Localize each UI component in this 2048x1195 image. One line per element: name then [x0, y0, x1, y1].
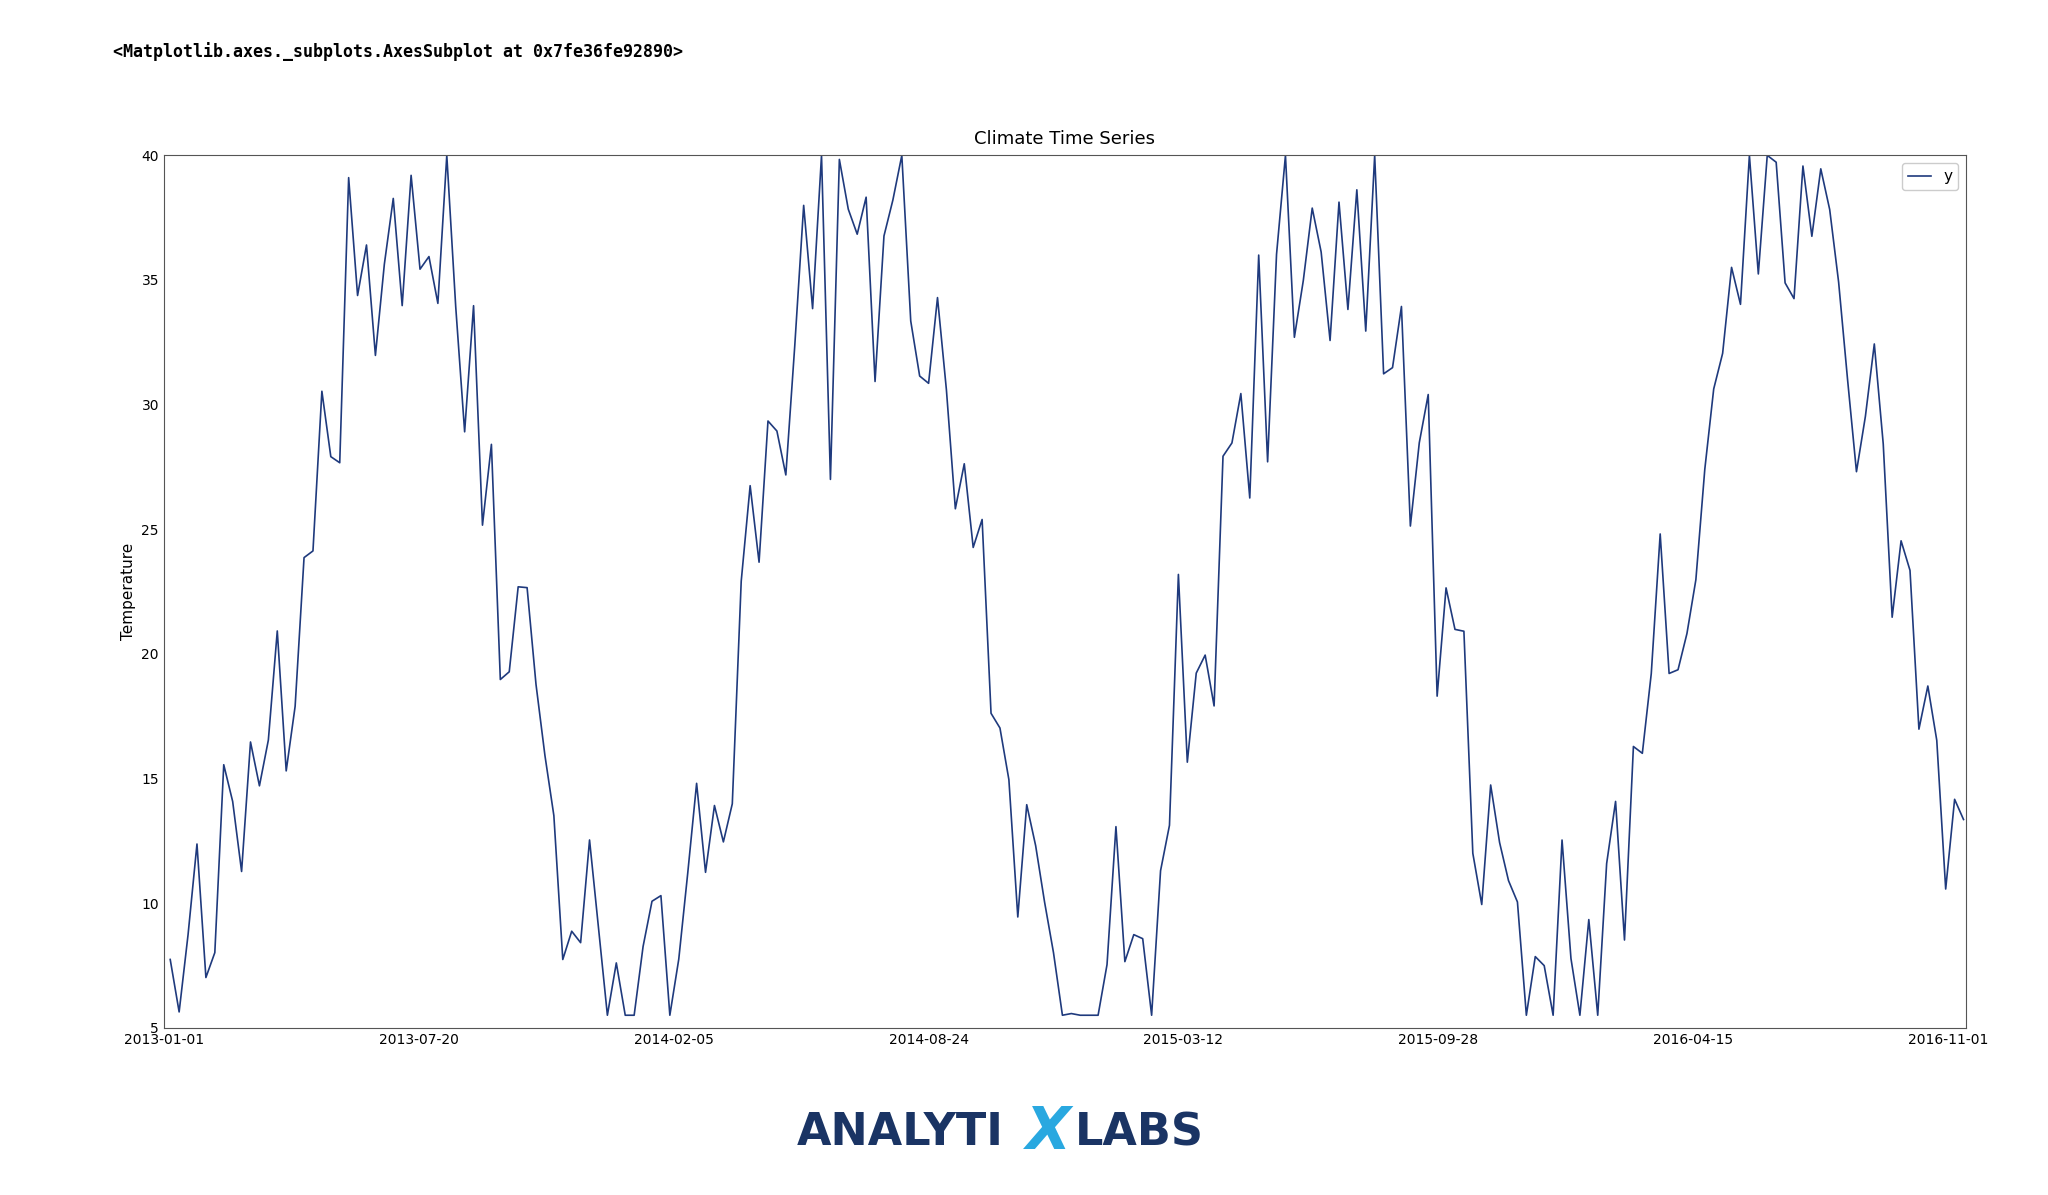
- Line: y: y: [170, 155, 1964, 1016]
- Legend: y: y: [1903, 163, 1958, 190]
- Title: Climate Time Series: Climate Time Series: [975, 130, 1155, 148]
- Text: X: X: [1026, 1104, 1071, 1162]
- Text: <Matplotlib.axes._subplots.AxesSubplot at 0x7fe36fe92890>: <Matplotlib.axes._subplots.AxesSubplot a…: [113, 42, 682, 61]
- Text: ANALYTI: ANALYTI: [797, 1111, 1004, 1154]
- Text: LABS: LABS: [1075, 1111, 1204, 1154]
- Y-axis label: Temperature: Temperature: [121, 543, 135, 641]
